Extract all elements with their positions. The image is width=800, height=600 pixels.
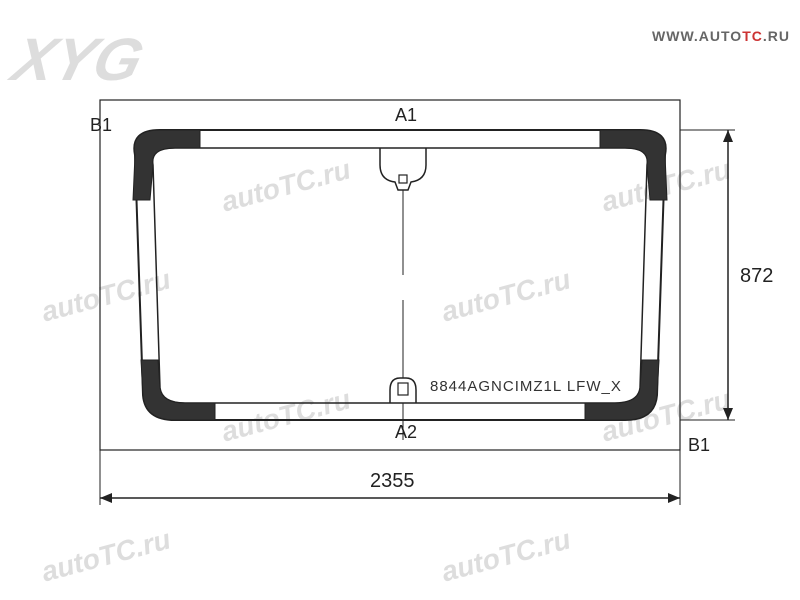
arrow-down [723,408,733,420]
arrow-right [668,493,680,503]
label-a1: A1 [395,105,417,126]
frit-corner-tl [133,130,200,200]
glass-outer-contour [134,130,665,420]
arrow-up [723,130,733,142]
dim-width-value: 2355 [370,470,415,493]
sensor-box-top [399,175,407,183]
arrow-left [100,493,112,503]
label-b1-br: B1 [688,435,710,456]
frit-corner-tr [600,130,667,200]
label-a2: A2 [395,422,417,443]
frit-corner-bl [141,360,215,420]
part-number: 8844AGNCIMZ1L LFW_X [430,378,622,395]
sensor-mount-top [380,148,426,190]
sensor-mount-bottom [390,378,416,403]
diagram-container: XYG WWW.AUTOTC.RU autoTC.ru autoTC.ru au… [0,0,800,600]
sensor-box-bottom [398,383,408,395]
dim-height-value: 872 [740,265,773,288]
label-b1-tl: B1 [90,115,112,136]
technical-drawing-svg [0,0,800,600]
glass-inner-contour [153,148,648,403]
